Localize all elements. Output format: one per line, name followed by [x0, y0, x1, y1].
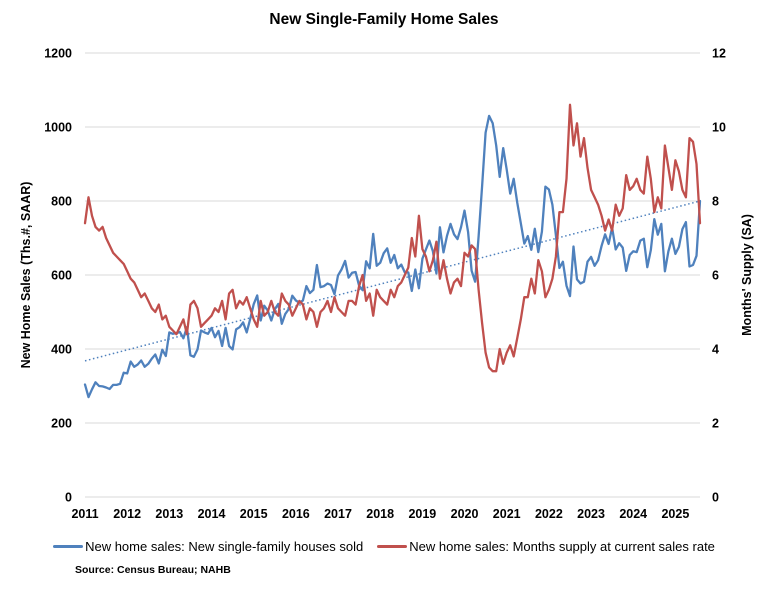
left-axis-tick-label: 1200	[44, 47, 72, 61]
right-axis-tick-label: 0	[712, 491, 719, 505]
legend-item-sales: New home sales: New single-family houses…	[53, 539, 363, 554]
left-axis-tick-label: 0	[65, 491, 72, 505]
left-axis-title: New Home Sales (Ths.#, SAAR)	[19, 181, 33, 369]
x-axis-tick-label: 2019	[408, 507, 436, 521]
x-axis-tick-label: 2013	[155, 507, 183, 521]
x-axis-tick-label: 2020	[451, 507, 479, 521]
chart-title: New Single-Family Home Sales	[269, 11, 499, 28]
right-axis-tick-label: 4	[712, 343, 719, 357]
right-axis-tick-label: 12	[712, 47, 726, 61]
x-axis-tick-label: 2024	[619, 507, 647, 521]
left-axis-tick-label: 400	[51, 343, 72, 357]
left-axis-tick-label: 1000	[44, 121, 72, 135]
sales-series-line	[83, 114, 702, 399]
legend-label-sales: New home sales: New single-family houses…	[85, 539, 364, 554]
x-axis-tick-label: 2011	[71, 507, 98, 521]
x-axis-tick-label: 2021	[493, 507, 521, 521]
trend-line	[84, 200, 701, 362]
supply-line-swatch	[377, 544, 408, 549]
left-axis-tick-label: 800	[51, 195, 72, 209]
x-axis-tick-label: 2016	[282, 507, 310, 521]
x-axis-tick-label: 2025	[661, 507, 689, 521]
right-axis-title: Months' Supply (SA)	[740, 214, 754, 336]
x-axis-tick-label: 2023	[577, 507, 605, 521]
left-axis-tick-label: 200	[51, 417, 72, 431]
x-axis-tick-label: 2017	[324, 507, 352, 521]
x-axis-tick-label: 2018	[366, 507, 394, 521]
right-axis-tick-label: 2	[712, 417, 719, 431]
right-axis-tick-label: 6	[712, 269, 719, 283]
legend-label-supply: New home sales: Months supply at current…	[409, 539, 715, 554]
x-axis-tick-label: 2012	[113, 507, 141, 521]
legend-item-supply: New home sales: Months supply at current…	[377, 539, 715, 554]
supply-series-line	[83, 103, 702, 373]
x-axis-tick-label: 2014	[198, 507, 226, 521]
right-axis-tick-label: 10	[712, 121, 726, 135]
legend: New home sales: New single-family houses…	[0, 539, 768, 554]
sales-line-swatch	[53, 544, 84, 549]
left-axis-tick-label: 600	[51, 269, 72, 283]
right-axis-tick-label: 8	[712, 195, 719, 209]
source-attribution: Source: Census Bureau; NAHB	[75, 564, 231, 576]
x-axis-tick-label: 2022	[535, 507, 563, 521]
x-axis-tick-label: 2015	[240, 507, 268, 521]
